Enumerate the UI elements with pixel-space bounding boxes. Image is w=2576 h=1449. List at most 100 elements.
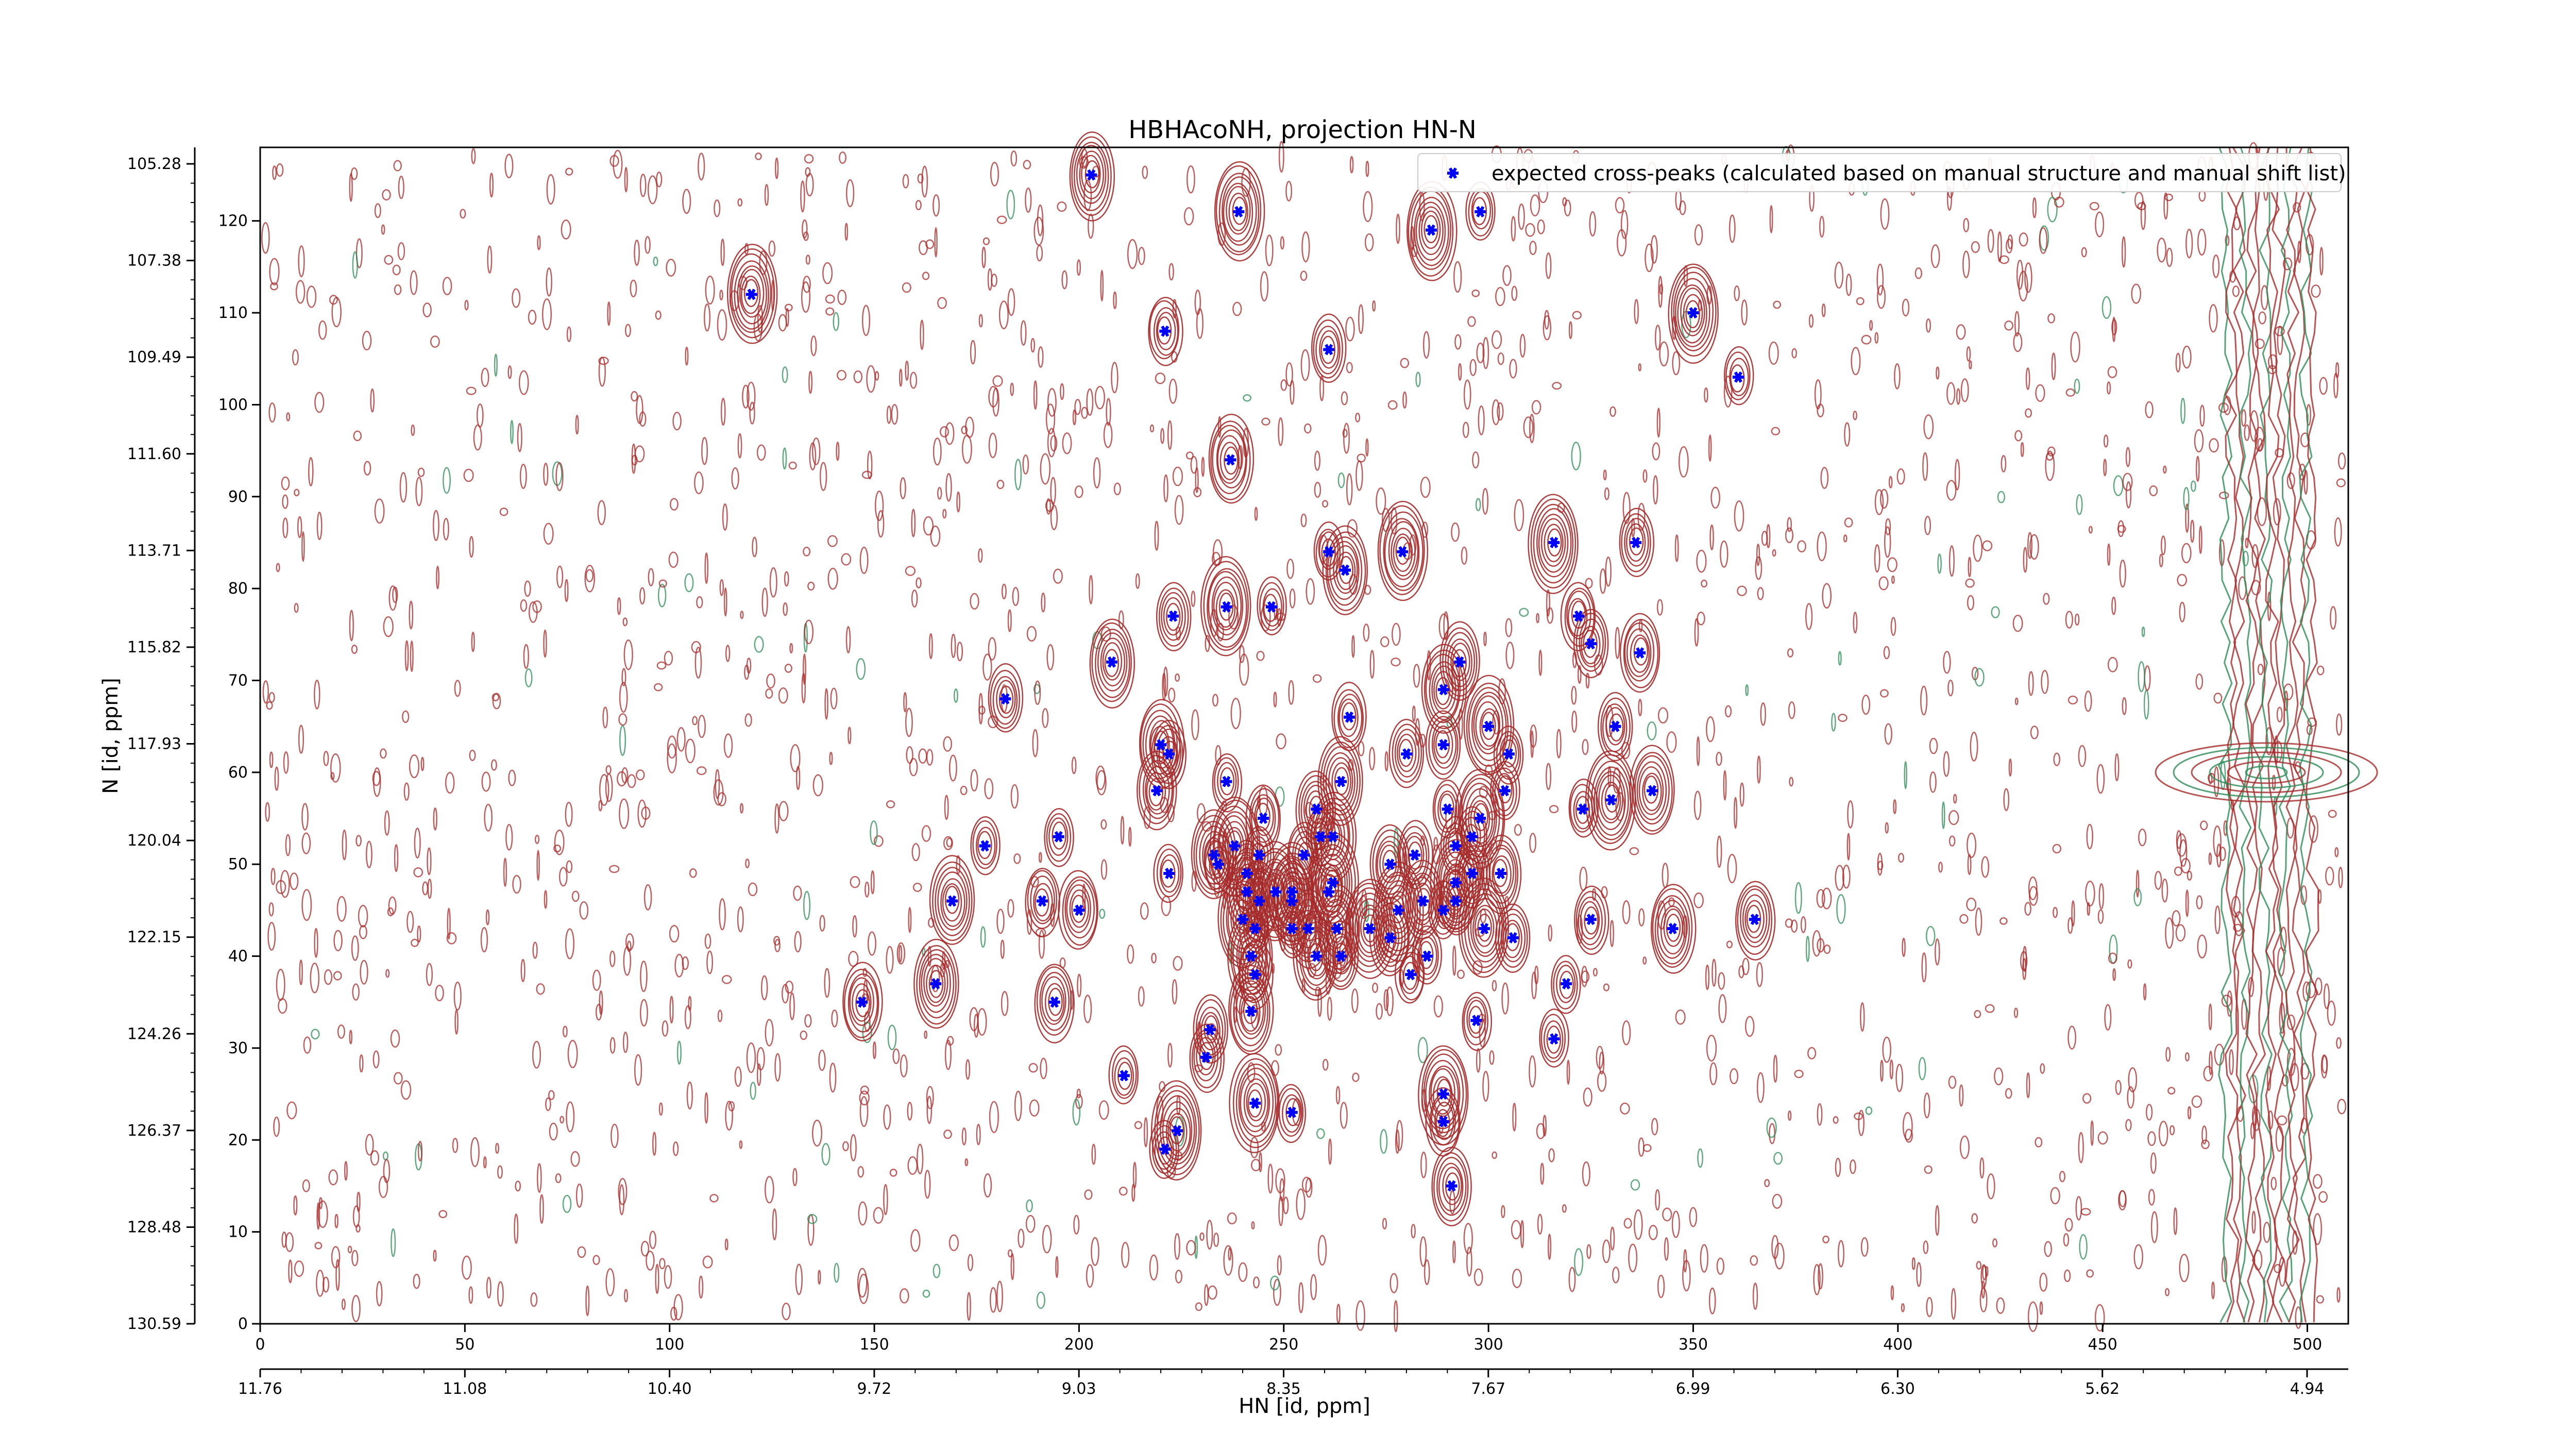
noise-contour <box>598 357 609 365</box>
noise-contour <box>1463 1223 1473 1254</box>
noise-contour <box>1014 1090 1022 1121</box>
noise-contour <box>1772 549 1776 557</box>
noise-contour <box>655 310 662 320</box>
noise-contour <box>1634 299 1639 324</box>
noise-contour <box>1074 399 1081 415</box>
noise-contour <box>1106 398 1111 426</box>
noise-contour <box>276 163 284 177</box>
peak-marker <box>1286 895 1298 907</box>
noise-contour <box>566 860 573 873</box>
peak-contour <box>1663 908 1684 947</box>
peak-contour <box>1398 738 1414 767</box>
peak-contour <box>1578 896 1603 946</box>
noise-contour <box>2044 1241 2052 1257</box>
noise-contour <box>1694 224 1703 246</box>
peak-contour <box>1333 942 1348 971</box>
noise-contour <box>2108 952 2117 964</box>
noise-contour <box>1010 150 1018 167</box>
noise-contour <box>2140 200 2146 230</box>
peak-contour <box>1091 622 1132 702</box>
peak-contour <box>1421 644 1467 734</box>
noise-contour <box>877 510 885 538</box>
noise-contour <box>566 1101 575 1133</box>
noise-contour <box>1844 517 1853 528</box>
noise-contour <box>1696 736 1700 766</box>
noise-contour <box>2334 517 2342 547</box>
peak-marker <box>1687 307 1699 319</box>
noise-contour <box>363 461 371 476</box>
noise-contour <box>996 480 1005 490</box>
peak-contour <box>1675 278 1710 347</box>
noise-contour <box>1800 916 1806 933</box>
peak-contour <box>740 275 761 314</box>
peak-marker <box>946 895 958 907</box>
noise-contour <box>645 236 651 254</box>
peak-contour <box>1239 944 1269 1003</box>
peak-marker <box>1425 224 1437 236</box>
peak-contour <box>1205 840 1230 890</box>
noise-contour <box>774 803 779 834</box>
noise-contour <box>303 1036 312 1054</box>
noise-contour <box>1185 451 1194 460</box>
noise-contour <box>329 295 338 305</box>
noise-contour <box>1889 1059 1893 1080</box>
noise-contour <box>984 778 994 800</box>
peak-marker <box>1327 831 1339 843</box>
peak-marker <box>1609 720 1621 732</box>
noise-contour <box>889 1168 897 1177</box>
noise-contour <box>560 1116 565 1124</box>
noise-contour <box>720 239 725 266</box>
peak-contour <box>1200 1012 1221 1051</box>
noise-contour <box>298 724 304 754</box>
noise-contour <box>1585 578 1593 589</box>
noise-contour <box>1010 784 1019 809</box>
noise-contour <box>1497 402 1504 421</box>
noise-contour <box>662 1020 669 1037</box>
noise-contour <box>1733 797 1738 829</box>
x-tick-label: 0 <box>255 1336 265 1354</box>
peak-contour <box>1079 150 1104 199</box>
noise-contour <box>658 1102 663 1116</box>
noise-contour <box>2137 202 2146 211</box>
peak-contour <box>1624 622 1655 682</box>
noise-contour <box>1967 854 1972 875</box>
noise-contour <box>2138 828 2147 847</box>
noise-contour <box>1968 557 1972 578</box>
noise-contour <box>2020 951 2028 971</box>
noise-contour <box>1935 938 1940 966</box>
y-ppm-tick-label: 120.04 <box>127 832 181 850</box>
noise-contour <box>2286 1014 2296 1030</box>
noise-contour <box>2163 192 2168 220</box>
peak-contour <box>1314 884 1360 974</box>
noise-contour <box>909 757 918 777</box>
peak-marker <box>1442 803 1453 815</box>
noise-contour <box>1936 366 1940 380</box>
noise-contour <box>647 175 658 205</box>
noise-contour <box>945 422 955 445</box>
noise-contour <box>314 1242 323 1250</box>
noise-contour <box>852 915 857 938</box>
noise-contour <box>397 242 405 261</box>
noise-contour <box>669 996 674 1024</box>
peak-contour <box>1150 1080 1202 1181</box>
noise-contour <box>335 1259 340 1291</box>
noise-contour <box>1072 409 1076 426</box>
peak-contour <box>1425 653 1461 723</box>
noise-contour <box>1835 1157 1841 1177</box>
peak-marker <box>1634 647 1646 659</box>
peak-contour <box>1112 1050 1137 1099</box>
noise-contour <box>1278 1196 1284 1226</box>
noise-contour <box>471 631 475 652</box>
peak-contour <box>1142 760 1173 819</box>
noise-contour <box>669 498 679 511</box>
noise-contour <box>1752 1283 1758 1310</box>
noise-contour <box>483 1156 487 1169</box>
noise-contour <box>1741 299 1748 326</box>
peak-marker <box>1437 1116 1449 1127</box>
noise-contour <box>2199 405 2205 427</box>
noise-contour <box>2245 537 2249 549</box>
noise-contour <box>1959 914 1969 924</box>
peak-marker <box>1253 849 1265 861</box>
noise-contour <box>1659 283 1664 295</box>
noise-contour <box>2047 446 2056 457</box>
